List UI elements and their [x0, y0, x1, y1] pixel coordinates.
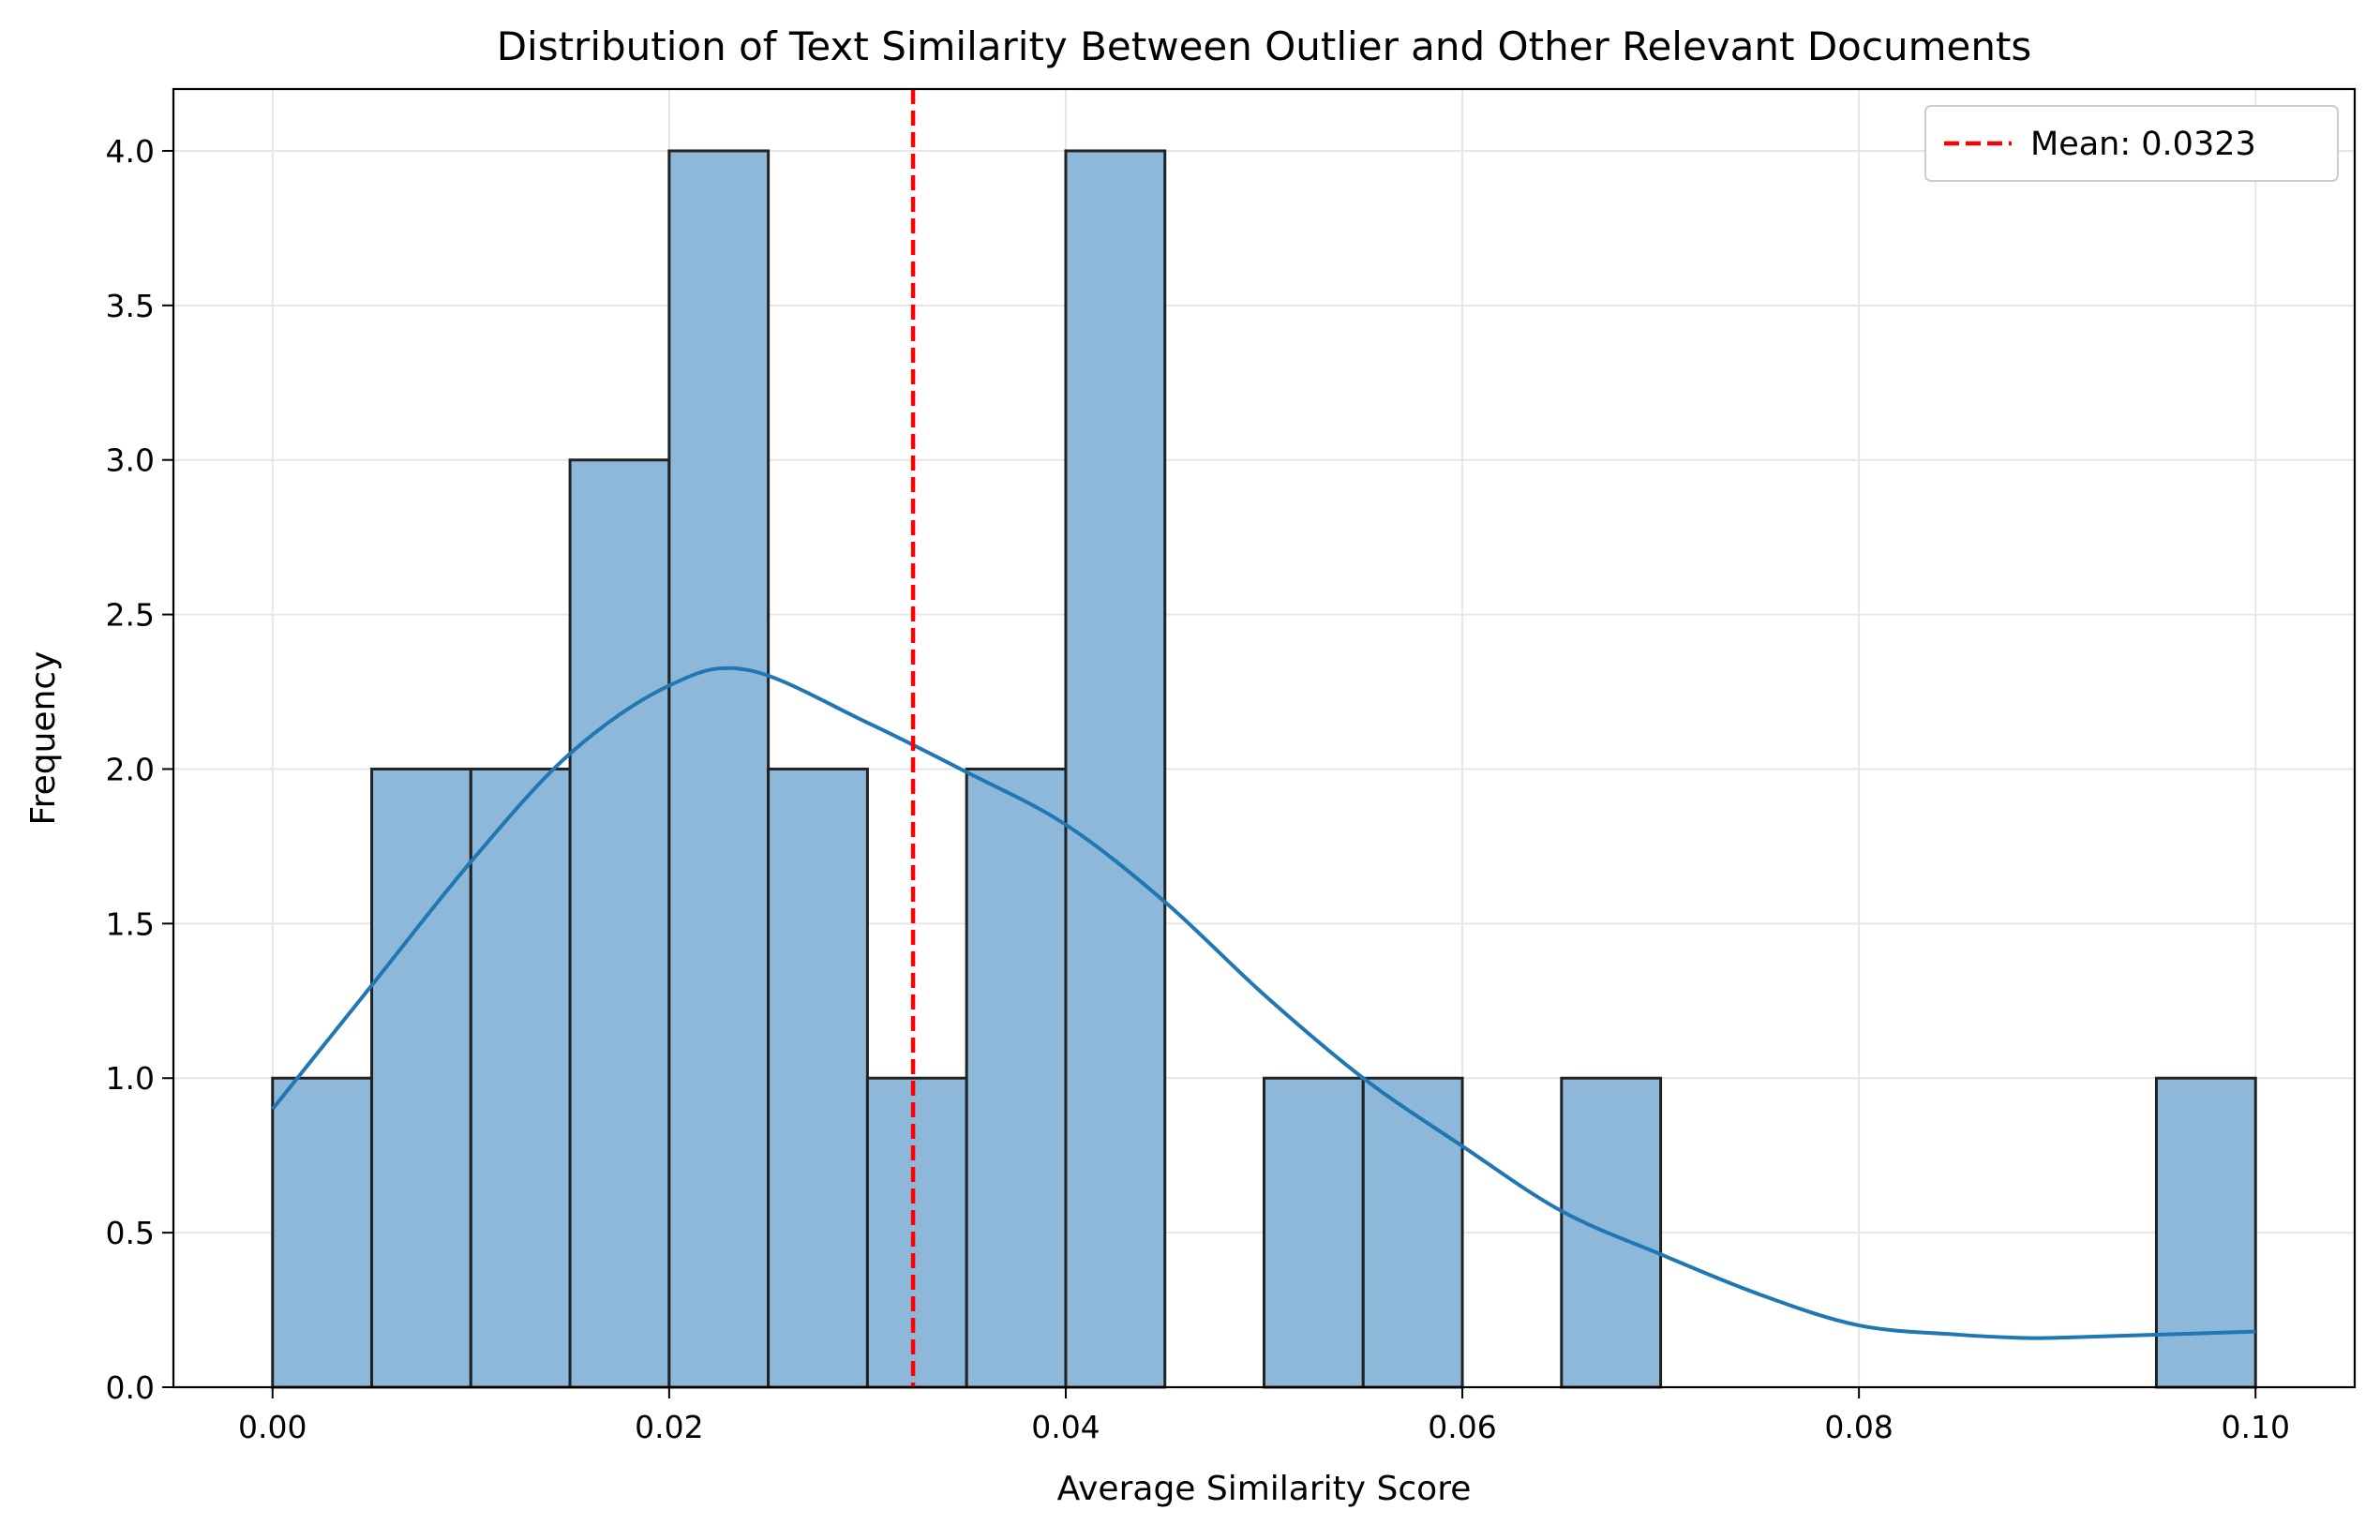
y-tick-label-3: 1.5 [106, 905, 155, 942]
y-tick-label-7: 3.5 [106, 288, 155, 324]
histogram-bar-7 [965, 767, 1068, 1389]
histogram-bar-4 [667, 149, 771, 1389]
y-axis-label: Frequency [24, 651, 63, 826]
histogram-bar-5 [767, 767, 869, 1389]
histogram-bar-3 [568, 458, 671, 1389]
x-tick-label-5: 0.10 [2221, 1409, 2289, 1445]
kde-curve [271, 665, 2256, 1340]
histogram-bar-1 [370, 767, 472, 1389]
y-tick-label-4: 2.0 [106, 751, 155, 787]
legend-mean-label: Mean: 0.0323 [2030, 126, 2256, 163]
legend-box [1924, 105, 2339, 182]
chart-title: Distribution of Text Similarity Between … [497, 23, 2032, 69]
histogram-bar-19 [2154, 1076, 2257, 1389]
x-tick-label-1: 0.02 [635, 1409, 703, 1445]
x-axis-label: Average Similarity Score [1057, 1470, 1472, 1508]
histogram-bar-6 [865, 1076, 968, 1389]
y-tick-label-6: 3.0 [106, 442, 155, 479]
bars-layer [271, 149, 2257, 1389]
histogram-bar-2 [469, 767, 572, 1389]
legend: Mean: 0.0323 [1924, 105, 2339, 182]
x-tick-label-3: 0.06 [1428, 1409, 1496, 1445]
x-tick-label-0: 0.00 [238, 1409, 307, 1445]
histogram-bar-0 [271, 1076, 374, 1389]
x-tick-label-2: 0.04 [1031, 1409, 1100, 1445]
histogram-bar-10 [1263, 1076, 1365, 1389]
x-ticks: 0.00 0.02 0.04 0.06 0.08 0.10 [238, 1387, 2290, 1445]
axes-frame [172, 87, 2357, 1389]
y-tick-label-5: 2.5 [106, 597, 155, 634]
histogram-bar-11 [1361, 1076, 1464, 1389]
y-tick-label-1: 0.5 [106, 1215, 155, 1251]
x-tick-label-4: 0.08 [1824, 1409, 1893, 1445]
y-tick-label-8: 4.0 [106, 133, 155, 170]
histogram-bar-8 [1064, 149, 1167, 1389]
y-ticks: 0.0 0.5 1.0 1.5 2.0 2.5 3.0 3.5 4.0 [106, 133, 173, 1406]
y-tick-label-0: 0.0 [106, 1369, 155, 1406]
y-tick-label-2: 1.0 [106, 1060, 155, 1097]
